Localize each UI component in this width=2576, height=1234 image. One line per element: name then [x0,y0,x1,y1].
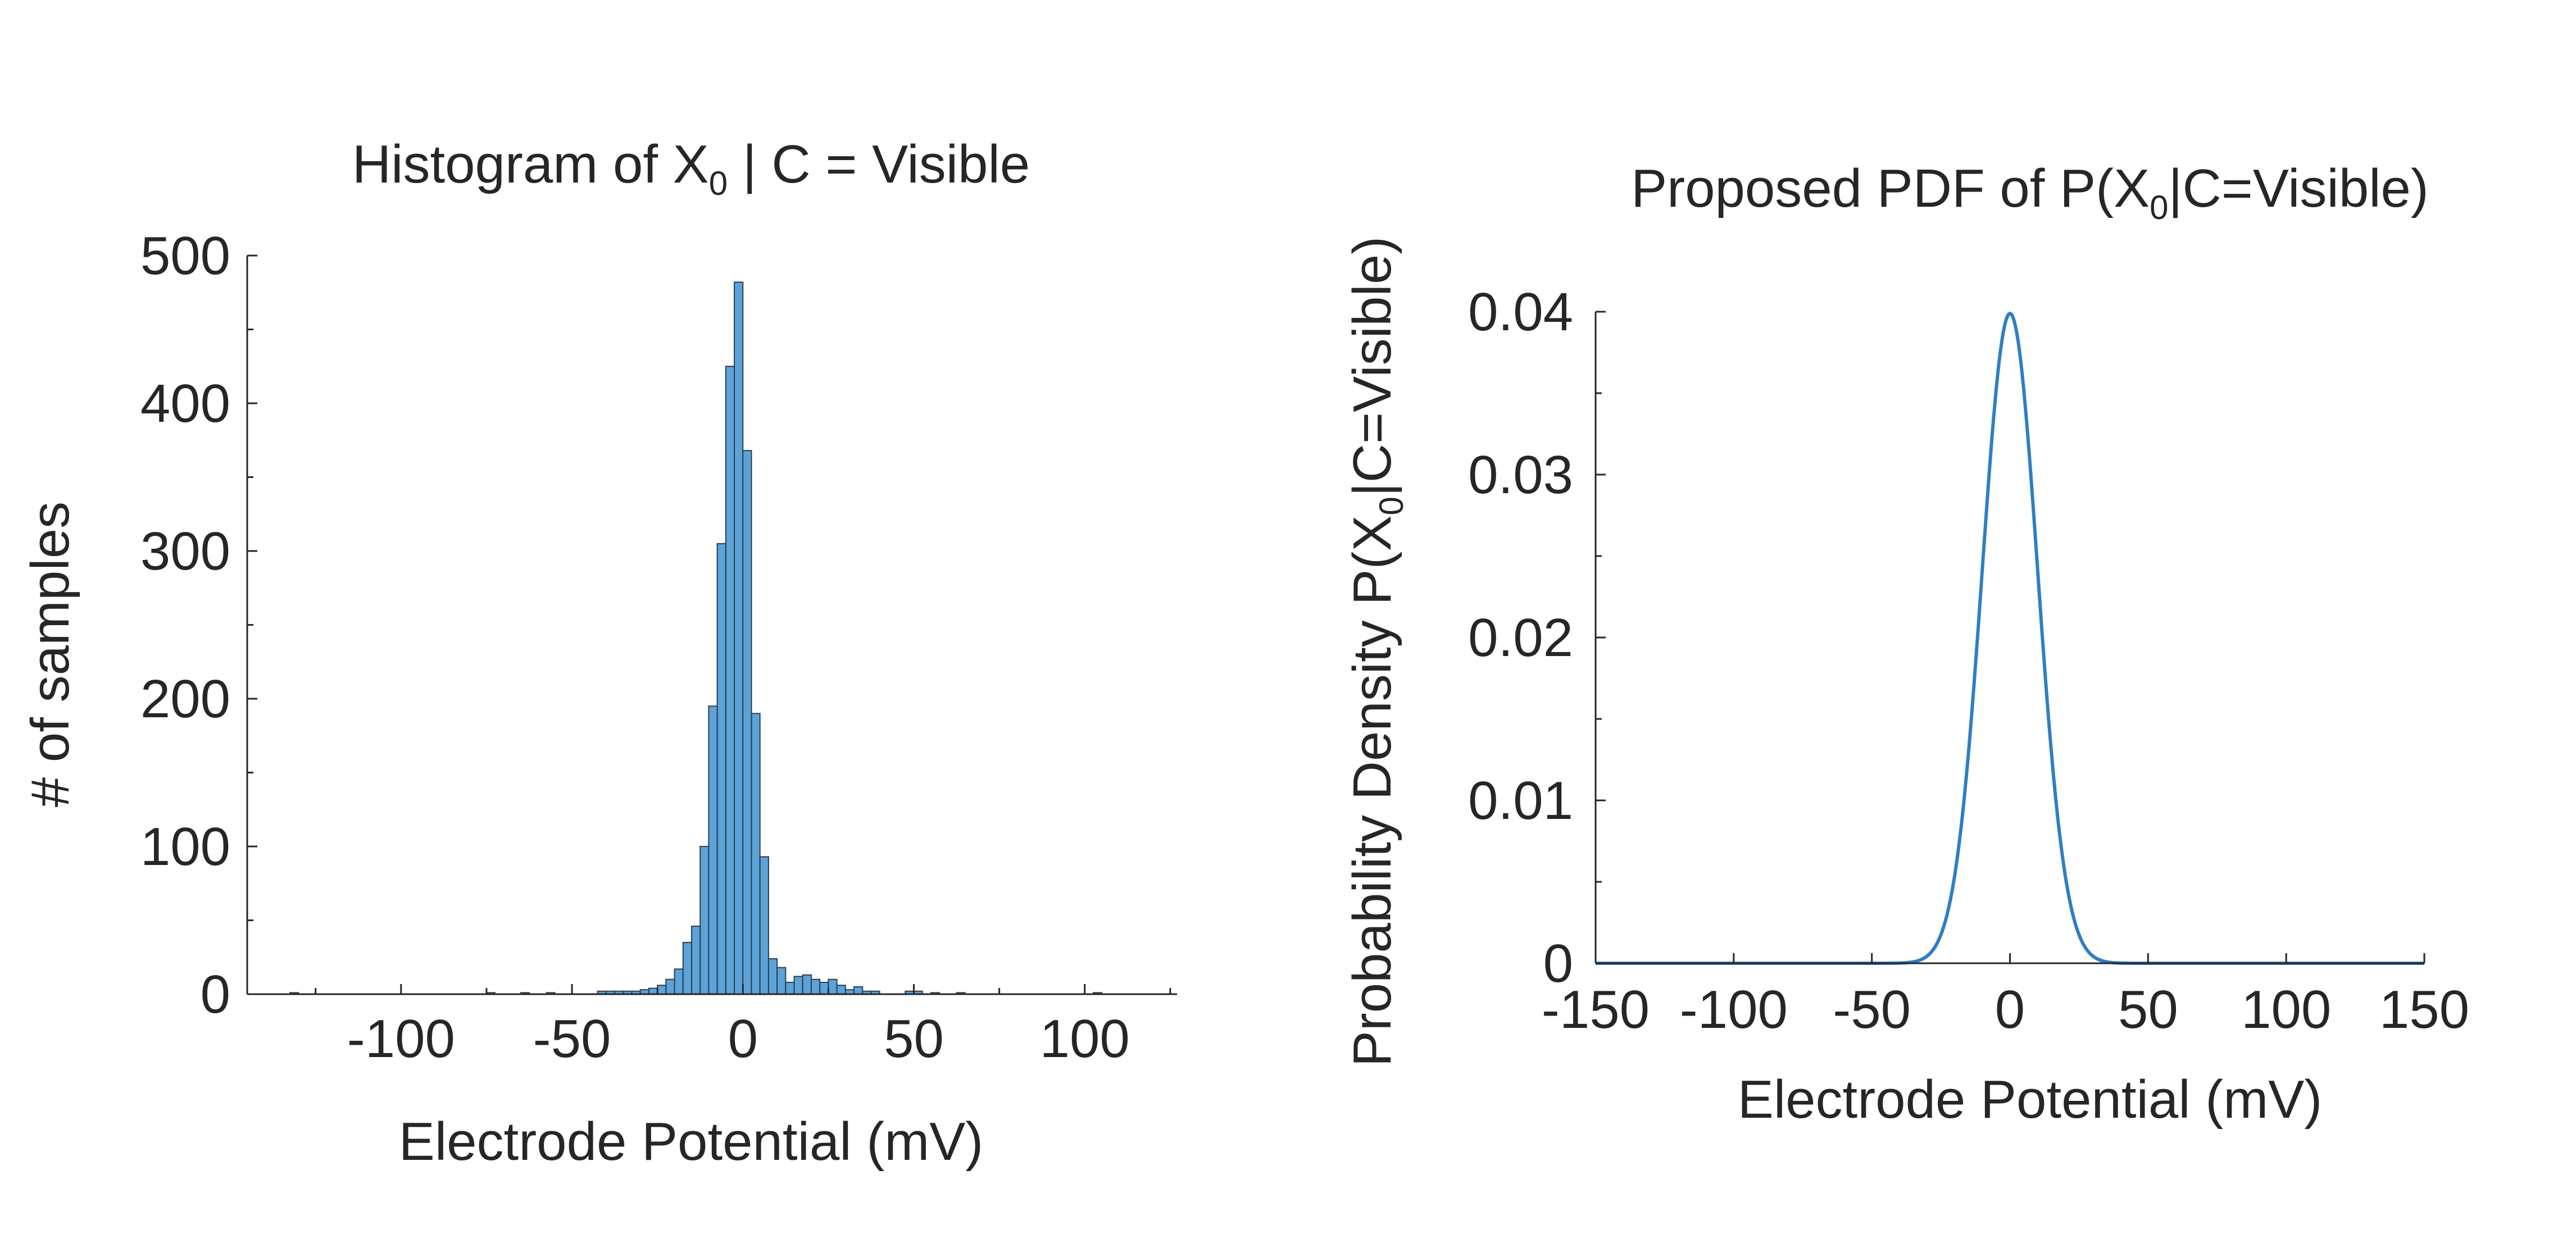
y-tick-label: 0.03 [1468,445,1573,505]
histogram-bar [828,978,838,995]
histogram-bar [682,941,692,995]
histogram-axes: 0 100 200 300 400 500 -100 -50 0 50 100 [140,226,1177,1069]
y-tick-label: 0.04 [1468,282,1573,342]
histogram-bar [785,981,795,995]
y-axis-label: Probability Density P(X0|C=Visible) [1342,236,1410,1067]
y-tick-label: 0 [1543,934,1573,994]
histogram-bar [699,846,710,995]
histogram-bar [819,981,829,995]
chart-title-main: Proposed PDF of P(X [1631,158,2150,218]
x-tick-label: 100 [2241,980,2331,1040]
y-axis-label: # of samples [20,502,80,807]
x-axis-label: Electrode Potential (mV) [1738,1069,2322,1130]
histogram-bar [742,450,752,995]
x-tick-label: -50 [1833,980,1911,1040]
histogram-bar [776,967,787,995]
histogram-bar [708,705,718,995]
y-axis-label-suffix: |C=Visible) [1342,236,1402,497]
histogram-bar [853,986,864,995]
pdf-chart: Proposed PDF of P(X0|C=Visible) 00.010.0… [1342,158,2469,1130]
chart-title-suffix: |C=Visible) [2169,158,2429,218]
histogram-bar [734,281,744,995]
histogram-bar [793,976,803,995]
x-tick-label: -50 [533,1009,611,1069]
pdf-curve [1596,311,2424,965]
pdf-axes: 0 0.01 0.02 0.03 0.04 -150 -100 -50 0 50 100 150 [1468,282,2469,1040]
chart-title-subscript: 0 [709,165,728,202]
histogram-bar [648,987,658,995]
histogram-bar [759,856,769,995]
x-tick-label: -100 [347,1009,455,1069]
y-tick-label: 0.01 [1468,771,1573,831]
histogram-bar [690,926,701,995]
x-tick-label: 0 [1995,980,2025,1040]
x-tick-label: 50 [2118,980,2178,1040]
histogram-bar [674,968,684,995]
x-tick-label: 50 [884,1009,944,1069]
chart-title-main: Histogram of X [352,134,709,194]
x-axis-label: Electrode Potential (mV) [399,1112,983,1172]
histogram-bar [725,366,735,995]
chart-title-subscript: 0 [2150,189,2168,226]
y-axis-label-subscript: 0 [1373,497,1410,515]
histogram-chart: Histogram of X0 | C = Visible 0100200300… [20,134,1177,1172]
histogram-bar [665,978,675,995]
y-tick-label: 400 [140,374,230,434]
y-tick-label: 300 [140,521,230,581]
x-tick-label: 0 [728,1009,758,1069]
chart-title: Histogram of X0 | C = Visible [352,134,1030,202]
x-tick-label: 100 [1040,1009,1130,1069]
histogram-bar [716,543,726,995]
histogram-bars [289,281,1103,995]
chart-title-suffix: | C = Visible [728,134,1030,194]
y-tick-label: 0.02 [1468,608,1573,668]
histogram-bar [657,985,667,995]
y-tick-label: 100 [140,817,230,877]
chart-title: Proposed PDF of P(X0|C=Visible) [1631,158,2429,226]
x-tick-label: -100 [1680,980,1788,1040]
histogram-bar [802,974,812,995]
histogram-bar [810,978,821,995]
y-axis-label-main: Probability Density P(X [1342,516,1402,1067]
histogram-bar [767,958,778,995]
y-tick-label: 0 [201,964,230,1024]
y-tick-label: 200 [140,669,230,729]
x-tick-label: -150 [1542,980,1650,1040]
x-tick-label: 150 [2379,980,2469,1040]
histogram-bar [751,713,761,995]
y-tick-label: 500 [140,226,230,286]
histogram-bar [836,985,846,995]
